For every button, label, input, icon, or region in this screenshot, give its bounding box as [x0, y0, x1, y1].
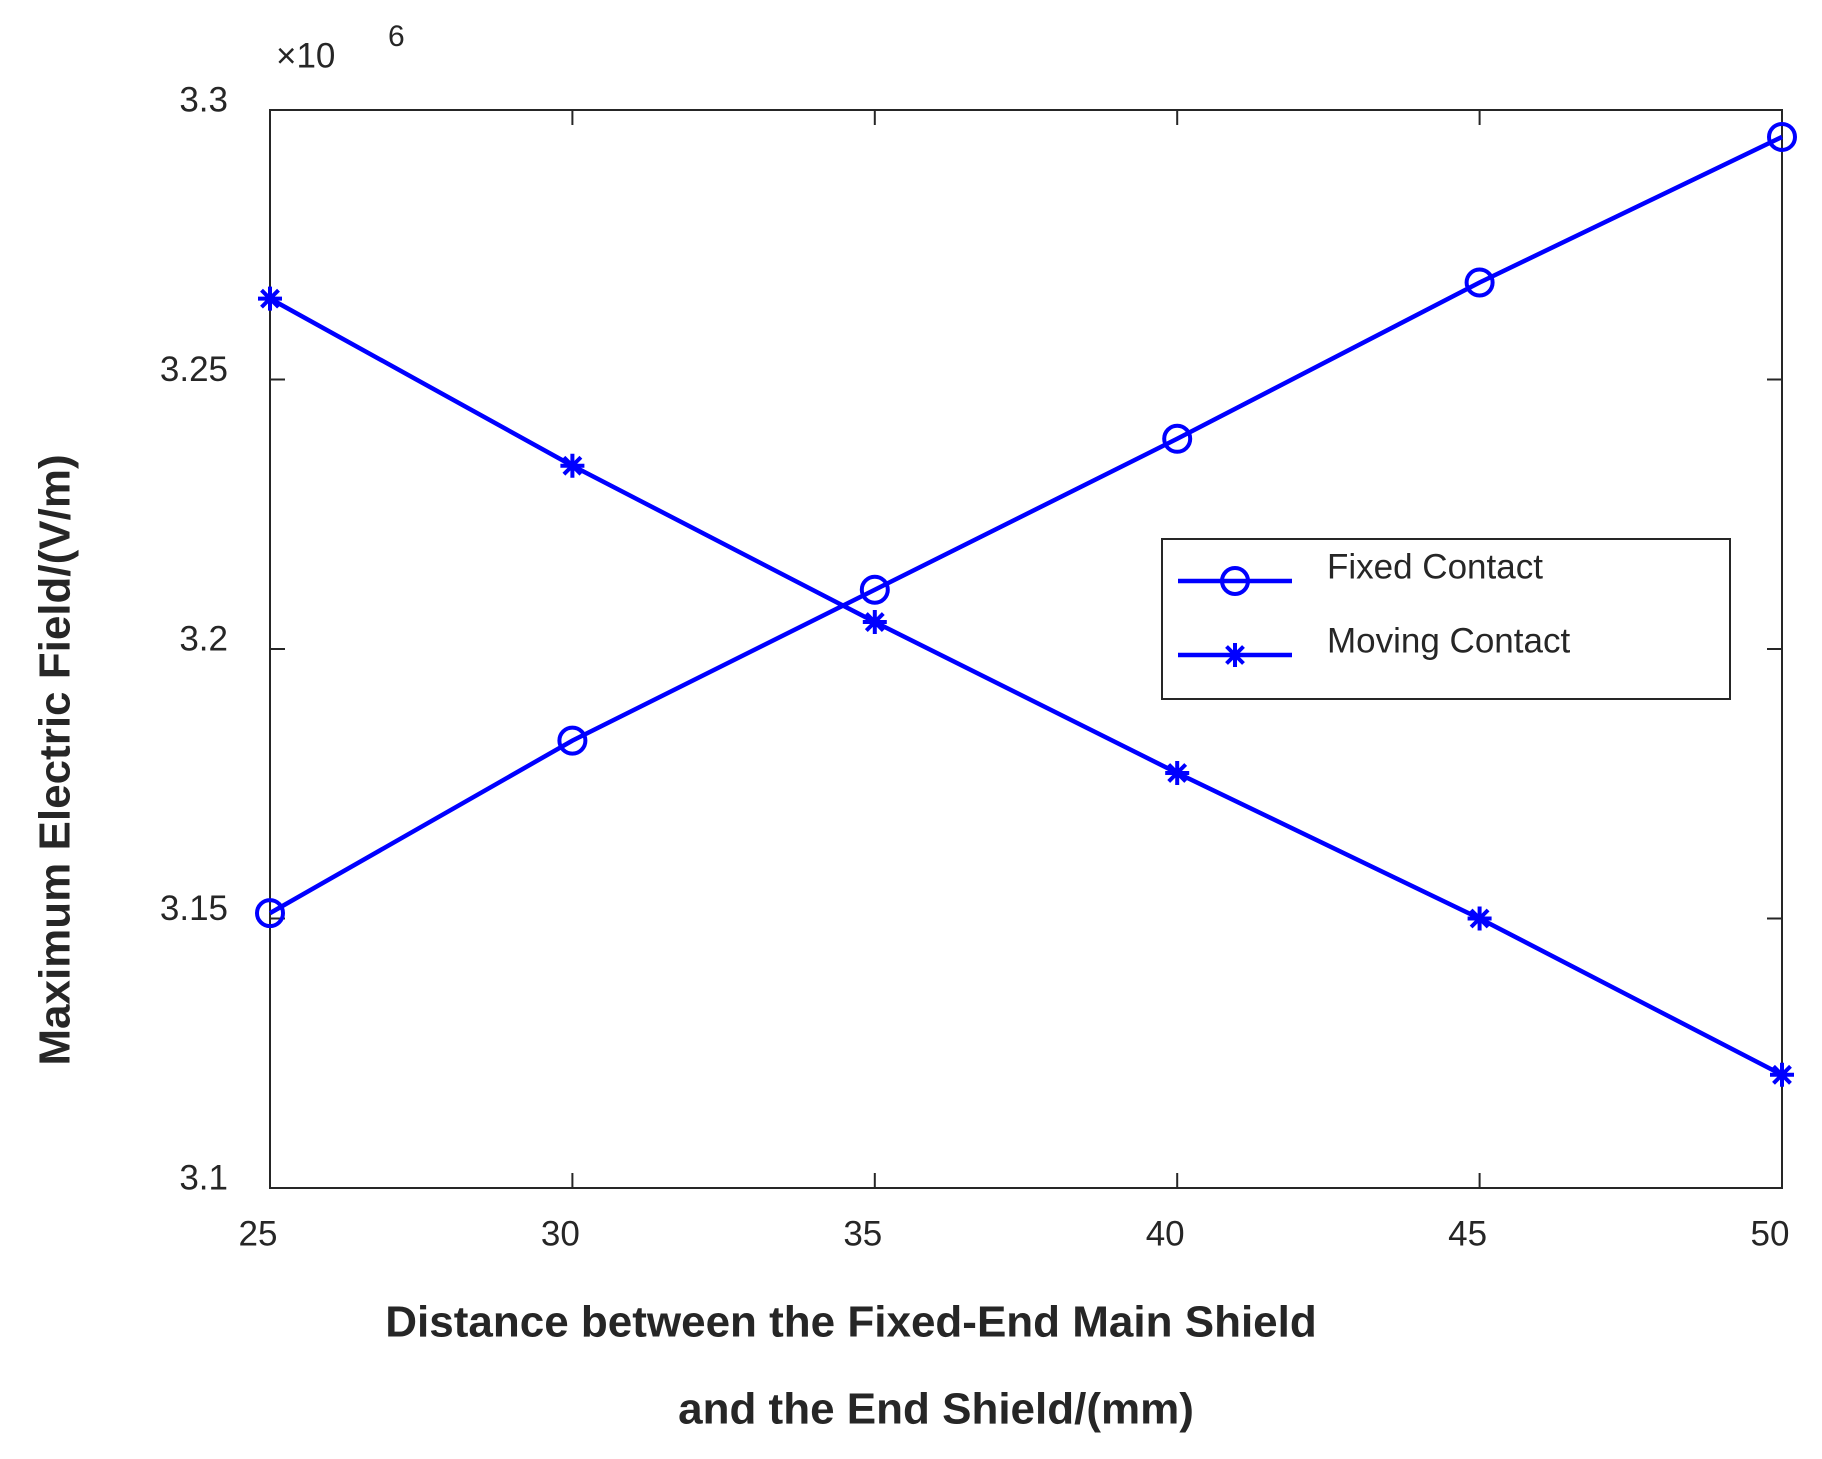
- marker: [1165, 760, 1190, 785]
- x-axis-label: Distance between the Fixed-End Main Shie…: [385, 1298, 1317, 1347]
- x-tick-label: 30: [541, 1214, 580, 1253]
- marker: [1464, 267, 1495, 298]
- y-axis-label: Maximum Electric Field/(V/m): [31, 454, 80, 1065]
- marker: [1770, 1062, 1794, 1087]
- series-line: [268, 296, 1784, 1077]
- y-multiplier: ×10: [276, 36, 335, 75]
- marker: [560, 453, 585, 478]
- marker: [557, 725, 588, 756]
- marker: [1162, 423, 1193, 454]
- legend-marker: [1220, 566, 1250, 596]
- x-axis-label: and the End Shield/(mm): [678, 1385, 1194, 1434]
- legend-box: [1161, 538, 1731, 700]
- x-tick-label: 40: [1146, 1214, 1185, 1253]
- x-tick-label: 35: [843, 1214, 882, 1253]
- marker: [862, 610, 887, 635]
- x-tick-label: 25: [239, 1214, 278, 1253]
- y-tick-label: 3.1: [179, 1158, 228, 1197]
- marker: [1767, 121, 1797, 152]
- y-exponent: 6: [388, 20, 405, 53]
- legend-label: Moving Contact: [1327, 621, 1570, 660]
- marker: [258, 286, 282, 311]
- legend-label: Fixed Contact: [1327, 547, 1543, 586]
- marker: [1467, 906, 1492, 931]
- x-tick-label: 50: [1751, 1214, 1790, 1253]
- marker: [255, 898, 285, 929]
- y-tick-label: 3.15: [160, 889, 228, 928]
- y-tick-label: 3.3: [179, 80, 228, 119]
- x-tick-label: 45: [1448, 1214, 1487, 1253]
- series-line: [268, 134, 1783, 916]
- y-tick-label: 3.2: [179, 619, 228, 658]
- legend-marker: [1223, 643, 1247, 667]
- y-tick-label: 3.25: [160, 350, 228, 389]
- marker: [859, 574, 890, 605]
